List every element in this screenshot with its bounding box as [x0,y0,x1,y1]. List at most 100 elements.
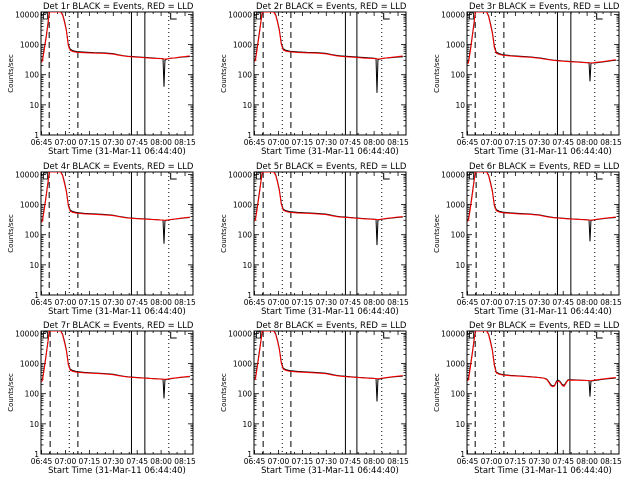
panel-det-3: Det 3r BLACK = Events, RED = LLD 1 10 100 10… [433,2,622,157]
data-series [254,172,403,246]
y-tick-label: 10000 [15,170,39,179]
y-axis-label: Counts/sec [220,54,228,93]
x-axis-label: Start Time (31-Mar-11 06:44:40) [474,466,612,476]
x-tick-label: 06:45 [31,457,53,466]
panel-title: Det 9r BLACK = Events, RED = LLD [469,321,620,331]
x-ticks: 06:45 07:00 07:15 07:30 07:45 08:00 08:15 [244,12,409,147]
attenuator-bracket [596,13,603,20]
x-tick-label: 06:45 [457,138,479,147]
data-series [467,12,616,82]
x-tick-label: 07:00 [268,298,290,307]
time-markers [474,331,596,454]
x-tick-label: 07:00 [268,138,290,147]
panel-title: Det 1r BLACK = Events, RED = LLD [43,2,194,12]
y-tick-label: 1 [460,450,465,459]
panels-grid: Det 1r BLACK = Events, RED = LLD11010010… [7,2,622,476]
y-tick-label: 1 [460,291,465,300]
attenuator-bracket [383,13,390,20]
panel-det-8: Det 8r BLACK = Events, RED = LLD 1 10 100 10… [220,321,409,476]
x-axis-label: Start Time (31-Mar-11 06:44:40) [261,466,399,476]
x-tick-label: 07:45 [339,457,361,466]
y-tick-label: 10000 [441,329,465,338]
plot-frame [466,330,620,455]
x-tick-label: 07:30 [315,298,337,307]
data-series [41,12,190,87]
y-tick-label: 10 [29,101,39,110]
attenuator-bracket [170,332,177,339]
series-lld-line [41,331,190,382]
attenuator-bracket [383,332,390,339]
x-axis-label: Start Time (31-Mar-11 06:44:40) [48,147,186,157]
y-tick-label: 100 [25,390,40,399]
x-tick-label: 07:45 [552,298,574,307]
x-ticks: 06:45 07:00 07:15 07:30 07:45 08:00 08:15 [457,172,622,307]
state-indicator-box [43,172,48,180]
x-tick-label: 08:15 [387,138,409,147]
x-ticks: 06:45 07:00 07:15 07:30 07:45 08:00 08:15 [31,331,196,466]
x-tick-label: 07:15 [505,138,527,147]
y-axis-label: Counts/sec [7,373,15,412]
panel-det-9: Det 9r BLACK = Events, RED = LLD 1 10 100 10… [433,321,622,476]
y-tick-label: 1 [247,450,252,459]
x-tick-label: 08:15 [387,457,409,466]
attenuator-bracket [170,13,177,20]
x-tick-label: 07:15 [292,138,314,147]
y-tick-label: 10000 [441,10,465,19]
x-tick-label: 08:15 [174,457,196,466]
x-tick-label: 08:00 [150,457,172,466]
y-tick-label: 100 [238,390,253,399]
x-axis-label: Start Time (31-Mar-11 06:44:40) [474,147,612,157]
x-ticks: 06:45 07:00 07:15 07:30 07:45 08:00 08:15 [31,172,196,307]
panel-title: Det 3r BLACK = Events, RED = LLD [469,2,620,12]
panel-det-4: Det 4r BLACK = Events, RED = LLD 1 10 100 10… [7,162,196,317]
y-tick-label: 100 [451,390,466,399]
series-lld-line [41,172,190,223]
y-tick-label: 1 [34,131,39,140]
x-tick-label: 07:30 [528,457,550,466]
y-tick-label: 10000 [228,170,252,179]
y-tick-label: 100 [451,71,466,80]
x-tick-label: 07:15 [505,298,527,307]
x-axis-label: Start Time (31-Mar-11 06:44:40) [48,466,186,476]
y-axis-label: Counts/sec [7,214,15,253]
y-tick-label: 10 [242,101,252,110]
attenuator-bracket [596,332,603,339]
y-tick-label: 10000 [228,329,252,338]
x-tick-label: 08:00 [576,298,598,307]
plot-frame [253,330,407,455]
y-tick-label: 100 [25,231,40,240]
y-tick-label: 1 [34,291,39,300]
y-tick-label: 10000 [15,329,39,338]
x-tick-label: 08:00 [363,138,385,147]
x-ticks: 06:45 07:00 07:15 07:30 07:45 08:00 08:15 [244,331,409,466]
state-indicator-box [43,12,48,20]
x-tick-label: 07:30 [528,138,550,147]
data-series [254,12,403,93]
panel-det-5: Det 5r BLACK = Events, RED = LLD 1 10 100 10… [220,162,409,317]
data-series [254,331,403,402]
x-tick-label: 06:45 [31,298,53,307]
x-axis-label: Start Time (31-Mar-11 06:44:40) [261,307,399,317]
x-tick-label: 07:45 [126,138,148,147]
y-tick-label: 100 [238,71,253,80]
state-indicator-box [469,172,474,180]
attenuator-bracket [170,173,177,180]
x-ticks: 06:45 07:00 07:15 07:30 07:45 08:00 08:15 [31,12,196,147]
x-tick-label: 07:15 [79,457,101,466]
time-markers [49,331,170,454]
y-ticks: 1 10 100 1000 10000 [228,329,406,459]
y-axis-label: Counts/sec [220,214,228,253]
y-tick-label: 10000 [15,10,39,19]
state-indicator-box [43,331,48,339]
y-tick-label: 100 [25,71,40,80]
x-tick-label: 07:15 [79,138,101,147]
y-tick-label: 10 [242,420,252,429]
x-tick-label: 07:15 [79,298,101,307]
y-axis-label: Counts/sec [220,373,228,412]
y-tick-label: 10 [29,261,39,270]
x-tick-label: 07:30 [102,457,124,466]
x-tick-label: 06:45 [244,298,266,307]
panel-det-6: Det 6r BLACK = Events, RED = LLD 1 10 100 10… [433,162,622,317]
